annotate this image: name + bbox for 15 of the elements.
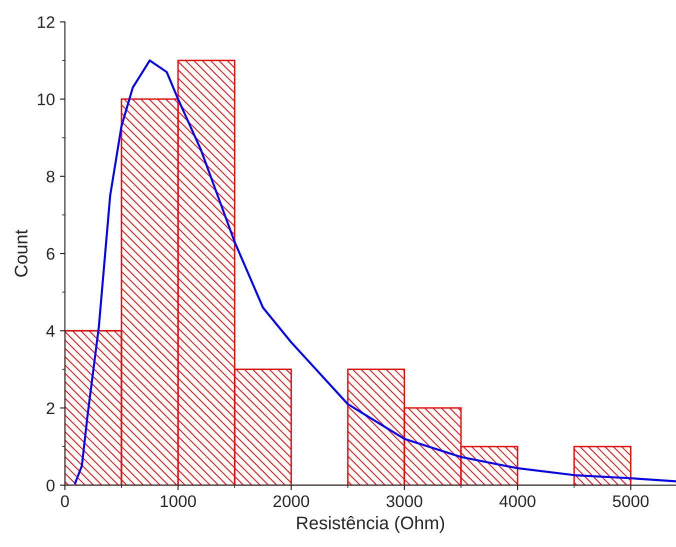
- y-tick-label: 4: [46, 325, 55, 337]
- y-tick-label: 10: [38, 94, 55, 106]
- x-tick-label: 1000: [160, 495, 196, 508]
- x-tick-label: 2000: [274, 495, 310, 508]
- x-tick-label: 3000: [386, 495, 422, 508]
- y-tick-label: 6: [46, 248, 54, 260]
- y-tick-label: 8: [46, 170, 54, 183]
- x-tick-label: 0: [60, 495, 69, 508]
- y-tick-label: 0: [46, 480, 55, 492]
- x-axis-title: Resistência (Ohm): [297, 516, 444, 533]
- y-axis-title: Count: [14, 230, 28, 277]
- y-tick-label: 12: [38, 16, 54, 28]
- x-tick-label: 4000: [499, 495, 536, 508]
- x-tick-label: 5000: [612, 495, 649, 508]
- y-tick-label: 2: [46, 402, 54, 414]
